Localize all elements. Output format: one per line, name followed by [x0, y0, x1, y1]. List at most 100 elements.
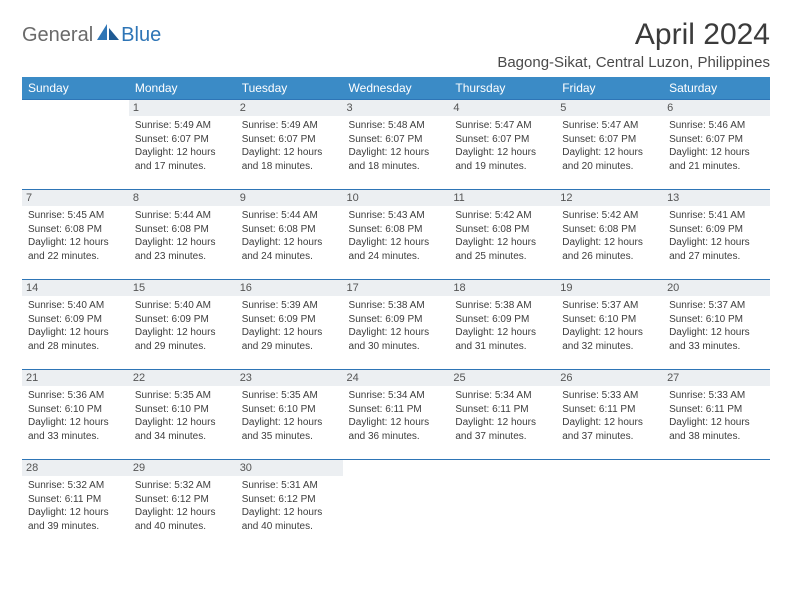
sunset-line: Sunset: 6:09 PM — [455, 313, 550, 327]
calendar-cell: 16Sunrise: 5:39 AMSunset: 6:09 PMDayligh… — [236, 280, 343, 370]
calendar-cell: 21 Sunrise: 5:36 AMSunset: 6:10 PMDayligh… — [22, 370, 129, 460]
day-info: Sunrise: 5:40 AMSunset: 6:09 PMDaylight:… — [28, 299, 123, 353]
day-number: 2 — [236, 100, 343, 116]
day-number: 5 — [556, 100, 663, 116]
daylight-line: Daylight: 12 hours and 17 minutes. — [135, 146, 230, 173]
weekday-header: Monday — [129, 77, 236, 100]
sunset-line: Sunset: 6:09 PM — [28, 313, 123, 327]
day-info: Sunrise: 5:38 AMSunset: 6:09 PMDaylight:… — [349, 299, 444, 353]
sunset-line: Sunset: 6:08 PM — [28, 223, 123, 237]
daylight-line: Daylight: 12 hours and 24 minutes. — [242, 236, 337, 263]
day-info: Sunrise: 5:31 AMSunset: 6:12 PMDaylight:… — [242, 479, 337, 533]
daylight-line: Daylight: 12 hours and 38 minutes. — [669, 416, 764, 443]
daylight-line: Daylight: 12 hours and 33 minutes. — [28, 416, 123, 443]
weekday-header: Thursday — [449, 77, 556, 100]
calendar-cell: 18Sunrise: 5:38 AMSunset: 6:09 PMDayligh… — [449, 280, 556, 370]
day-number: 3 — [343, 100, 450, 116]
calendar-cell: 6 Sunrise: 5:46 AMSunset: 6:07 PMDaylight… — [663, 100, 770, 190]
sunrise-line: Sunrise: 5:33 AM — [562, 389, 657, 403]
day-info: Sunrise: 5:40 AMSunset: 6:09 PMDaylight:… — [135, 299, 230, 353]
calendar-cell — [22, 100, 129, 190]
calendar-cell: 7Sunrise: 5:45 AMSunset: 6:08 PMDaylight… — [22, 190, 129, 280]
weekday-header: Friday — [556, 77, 663, 100]
day-info: Sunrise: 5:46 AMSunset: 6:07 PMDaylight:… — [669, 119, 764, 173]
calendar-cell: 4Sunrise: 5:47 AMSunset: 6:07 PMDaylight… — [449, 100, 556, 190]
day-number: 30 — [236, 460, 343, 476]
sunset-line: Sunset: 6:11 PM — [562, 403, 657, 417]
calendar-header-row: SundayMondayTuesdayWednesdayThursdayFrid… — [22, 77, 770, 100]
calendar-cell: 14Sunrise: 5:40 AMSunset: 6:09 PMDayligh… — [22, 280, 129, 370]
day-info: Sunrise: 5:37 AMSunset: 6:10 PMDaylight:… — [669, 299, 764, 353]
daylight-line: Daylight: 12 hours and 25 minutes. — [455, 236, 550, 263]
day-info: Sunrise: 5:34 AMSunset: 6:11 PMDaylight:… — [455, 389, 550, 443]
calendar-cell: 1Sunrise: 5:49 AMSunset: 6:07 PMDaylight… — [129, 100, 236, 190]
brand-text-general: General — [22, 24, 93, 47]
calendar-cell — [556, 460, 663, 550]
sunset-line: Sunset: 6:09 PM — [135, 313, 230, 327]
day-info: Sunrise: 5:36 AMSunset: 6:10 PMDaylight:… — [28, 389, 123, 443]
day-number: 6 — [663, 100, 770, 116]
sunrise-line: Sunrise: 5:49 AM — [242, 119, 337, 133]
sunrise-line: Sunrise: 5:44 AM — [242, 209, 337, 223]
day-number: 22 — [129, 370, 236, 386]
brand-logo: General Blue — [22, 18, 161, 47]
day-info: Sunrise: 5:43 AMSunset: 6:08 PMDaylight:… — [349, 209, 444, 263]
daylight-line: Daylight: 12 hours and 24 minutes. — [349, 236, 444, 263]
daylight-line: Daylight: 12 hours and 34 minutes. — [135, 416, 230, 443]
calendar-row: 28Sunrise: 5:32 AMSunset: 6:11 PMDayligh… — [22, 460, 770, 550]
day-number: 10 — [343, 190, 450, 206]
day-info: Sunrise: 5:33 AMSunset: 6:11 PMDaylight:… — [562, 389, 657, 443]
calendar-table: SundayMondayTuesdayWednesdayThursdayFrid… — [22, 77, 770, 550]
sunset-line: Sunset: 6:11 PM — [455, 403, 550, 417]
daylight-line: Daylight: 12 hours and 39 minutes. — [28, 506, 123, 533]
sunset-line: Sunset: 6:08 PM — [135, 223, 230, 237]
sunrise-line: Sunrise: 5:36 AM — [28, 389, 123, 403]
weekday-header: Tuesday — [236, 77, 343, 100]
daylight-line: Daylight: 12 hours and 29 minutes. — [242, 326, 337, 353]
daylight-line: Daylight: 12 hours and 20 minutes. — [562, 146, 657, 173]
sunrise-line: Sunrise: 5:33 AM — [669, 389, 764, 403]
sunset-line: Sunset: 6:08 PM — [349, 223, 444, 237]
calendar-cell: 3Sunrise: 5:48 AMSunset: 6:07 PMDaylight… — [343, 100, 450, 190]
calendar-row: 1Sunrise: 5:49 AMSunset: 6:07 PMDaylight… — [22, 100, 770, 190]
day-number: 21 — [22, 370, 129, 386]
daylight-line: Daylight: 12 hours and 29 minutes. — [135, 326, 230, 353]
sunset-line: Sunset: 6:07 PM — [349, 133, 444, 147]
sunset-line: Sunset: 6:08 PM — [242, 223, 337, 237]
calendar-cell: 30 Sunrise: 5:31 AMSunset: 6:12 PMDayligh… — [236, 460, 343, 550]
weekday-header: Sunday — [22, 77, 129, 100]
day-info: Sunrise: 5:42 AMSunset: 6:08 PMDaylight:… — [455, 209, 550, 263]
sunrise-line: Sunrise: 5:32 AM — [28, 479, 123, 493]
calendar-cell — [449, 460, 556, 550]
daylight-line: Daylight: 12 hours and 30 minutes. — [349, 326, 444, 353]
day-info: Sunrise: 5:47 AMSunset: 6:07 PMDaylight:… — [562, 119, 657, 173]
day-info: Sunrise: 5:41 AMSunset: 6:09 PMDaylight:… — [669, 209, 764, 263]
day-info: Sunrise: 5:33 AMSunset: 6:11 PMDaylight:… — [669, 389, 764, 443]
sunrise-line: Sunrise: 5:34 AM — [349, 389, 444, 403]
calendar-cell — [343, 460, 450, 550]
sunrise-line: Sunrise: 5:44 AM — [135, 209, 230, 223]
sunset-line: Sunset: 6:10 PM — [28, 403, 123, 417]
daylight-line: Daylight: 12 hours and 27 minutes. — [669, 236, 764, 263]
calendar-cell: 11Sunrise: 5:42 AMSunset: 6:08 PMDayligh… — [449, 190, 556, 280]
day-number: 24 — [343, 370, 450, 386]
sunrise-line: Sunrise: 5:32 AM — [135, 479, 230, 493]
day-number: 4 — [449, 100, 556, 116]
sunset-line: Sunset: 6:09 PM — [242, 313, 337, 327]
daylight-line: Daylight: 12 hours and 22 minutes. — [28, 236, 123, 263]
daylight-line: Daylight: 12 hours and 32 minutes. — [562, 326, 657, 353]
sunset-line: Sunset: 6:09 PM — [349, 313, 444, 327]
sunset-line: Sunset: 6:07 PM — [455, 133, 550, 147]
daylight-line: Daylight: 12 hours and 19 minutes. — [455, 146, 550, 173]
daylight-line: Daylight: 12 hours and 33 minutes. — [669, 326, 764, 353]
daylight-line: Daylight: 12 hours and 18 minutes. — [242, 146, 337, 173]
day-info: Sunrise: 5:38 AMSunset: 6:09 PMDaylight:… — [455, 299, 550, 353]
calendar-cell: 20Sunrise: 5:37 AMSunset: 6:10 PMDayligh… — [663, 280, 770, 370]
day-info: Sunrise: 5:35 AMSunset: 6:10 PMDaylight:… — [135, 389, 230, 443]
day-info: Sunrise: 5:44 AMSunset: 6:08 PMDaylight:… — [242, 209, 337, 263]
calendar-cell: 8Sunrise: 5:44 AMSunset: 6:08 PMDaylight… — [129, 190, 236, 280]
calendar-row: 7Sunrise: 5:45 AMSunset: 6:08 PMDaylight… — [22, 190, 770, 280]
sunrise-line: Sunrise: 5:42 AM — [562, 209, 657, 223]
day-info: Sunrise: 5:39 AMSunset: 6:09 PMDaylight:… — [242, 299, 337, 353]
day-number: 27 — [663, 370, 770, 386]
